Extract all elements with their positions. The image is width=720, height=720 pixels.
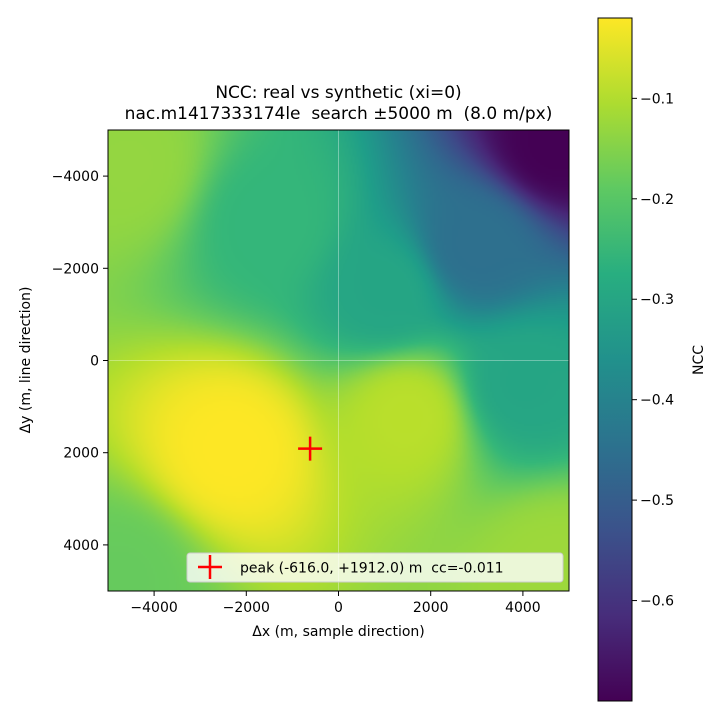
y-tick-label: 0 [90,354,99,370]
colorbar-fill [597,17,633,702]
heatmap-plot-area [107,129,570,592]
colorbar-ticks: −0.1 −0.2 −0.3 −0.4 −0.5 −0.6 [632,91,674,610]
colorbar-tick-label: −0.6 [640,594,674,610]
x-tick-label: −4000 [130,600,177,616]
legend-box [186,552,564,583]
colorbar-tick-label: −0.3 [640,292,674,308]
legend-marker-plus [198,555,222,579]
y-axis: −4000 −2000 0 2000 4000 [52,169,108,554]
x-tick-label: 0 [334,600,343,616]
zero-crosshair [108,130,569,591]
x-tick-label: 4000 [505,600,541,616]
ncc-heatmap [108,130,569,591]
chart-title: NCC: real vs synthetic (xi=0) [215,83,461,103]
chart-subtitle: nac.m1417333174le search ±5000 m (8.0 m/… [125,104,553,124]
y-tick-label: 2000 [63,446,99,462]
x-axis: −4000 −2000 0 2000 4000 [130,591,541,616]
colorbar-label: NCC [691,345,707,375]
legend: peak (-616.0, +1912.0) m cc=-0.011 [186,552,564,583]
legend-label: peak (-616.0, +1912.0) m cc=-0.011 [240,561,504,577]
x-tick-label: 2000 [413,600,449,616]
y-tick-label: −4000 [52,169,99,185]
colorbar-tick-label: −0.1 [640,91,674,107]
colorbar-tick-label: −0.2 [640,192,674,208]
x-tick-label: −2000 [223,600,270,616]
x-axis-label: Δx (m, sample direction) [252,624,424,640]
y-tick-label: −2000 [52,261,99,277]
peak-marker [298,436,323,461]
y-tick-label: 4000 [63,538,99,554]
colorbar: −0.1 −0.2 −0.3 −0.4 −0.5 −0.6 NCC [597,17,707,702]
colorbar-tick-label: −0.5 [640,493,674,509]
y-axis-label: Δy (m, line direction) [18,287,34,434]
colorbar-tick-label: −0.4 [640,393,674,409]
